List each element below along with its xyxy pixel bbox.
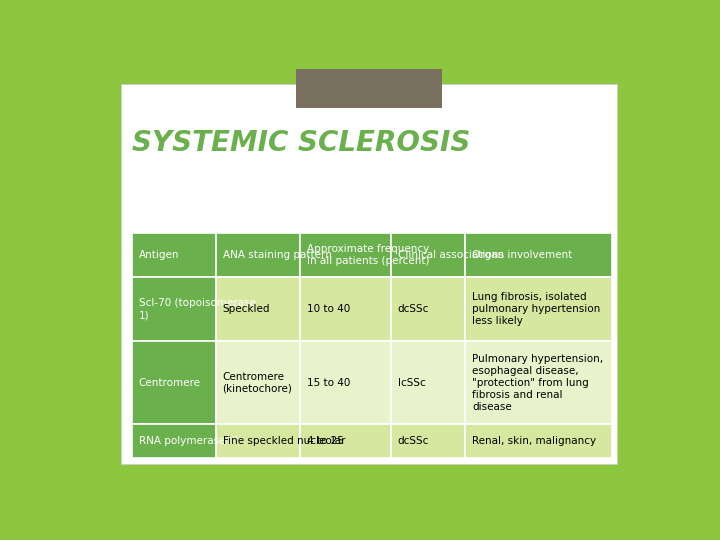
Text: RNA polymerase III: RNA polymerase III	[138, 436, 238, 446]
FancyBboxPatch shape	[216, 341, 300, 424]
FancyBboxPatch shape	[132, 277, 216, 341]
Text: Speckled: Speckled	[222, 304, 270, 314]
FancyBboxPatch shape	[132, 233, 216, 277]
Text: Centromere
(kinetochore): Centromere (kinetochore)	[222, 372, 292, 394]
FancyBboxPatch shape	[132, 341, 216, 424]
Text: Clinical associations: Clinical associations	[397, 250, 503, 260]
Text: 15 to 40: 15 to 40	[307, 378, 350, 388]
Text: Fine speckled nucleolar: Fine speckled nucleolar	[222, 436, 345, 446]
FancyBboxPatch shape	[465, 341, 612, 424]
FancyBboxPatch shape	[465, 424, 612, 458]
FancyBboxPatch shape	[300, 424, 391, 458]
Text: Lung fibrosis, isolated
pulmonary hypertension
less likely: Lung fibrosis, isolated pulmonary hypert…	[472, 292, 600, 326]
Text: Antigen: Antigen	[138, 250, 179, 260]
FancyBboxPatch shape	[216, 424, 300, 458]
Text: Renal, skin, malignancy: Renal, skin, malignancy	[472, 436, 596, 446]
Text: lcSSc: lcSSc	[397, 378, 426, 388]
Text: 10 to 40: 10 to 40	[307, 304, 350, 314]
FancyBboxPatch shape	[391, 277, 465, 341]
FancyBboxPatch shape	[300, 341, 391, 424]
FancyBboxPatch shape	[297, 69, 441, 109]
Text: Organ involvement: Organ involvement	[472, 250, 572, 260]
Text: SYSTEMIC SCLEROSIS: SYSTEMIC SCLEROSIS	[132, 129, 470, 157]
FancyBboxPatch shape	[216, 233, 300, 277]
FancyBboxPatch shape	[300, 277, 391, 341]
FancyBboxPatch shape	[121, 84, 617, 464]
FancyBboxPatch shape	[465, 277, 612, 341]
FancyBboxPatch shape	[391, 424, 465, 458]
Text: Approximate frequency
in all patients (percent): Approximate frequency in all patients (p…	[307, 244, 429, 266]
Text: Pulmonary hypertension,
esophageal disease,
"protection" from lung
fibrosis and : Pulmonary hypertension, esophageal disea…	[472, 354, 603, 412]
Text: Centromere: Centromere	[138, 378, 201, 388]
FancyBboxPatch shape	[465, 233, 612, 277]
FancyBboxPatch shape	[391, 341, 465, 424]
Text: dcSSc: dcSSc	[397, 436, 429, 446]
FancyBboxPatch shape	[132, 424, 216, 458]
FancyBboxPatch shape	[216, 277, 300, 341]
Text: Scl-70 (topoisomerase
1): Scl-70 (topoisomerase 1)	[138, 298, 256, 320]
Text: 4 to 25: 4 to 25	[307, 436, 343, 446]
Text: dcSSc: dcSSc	[397, 304, 429, 314]
Text: ANA staining pattern: ANA staining pattern	[222, 250, 331, 260]
FancyBboxPatch shape	[391, 233, 465, 277]
FancyBboxPatch shape	[300, 233, 391, 277]
